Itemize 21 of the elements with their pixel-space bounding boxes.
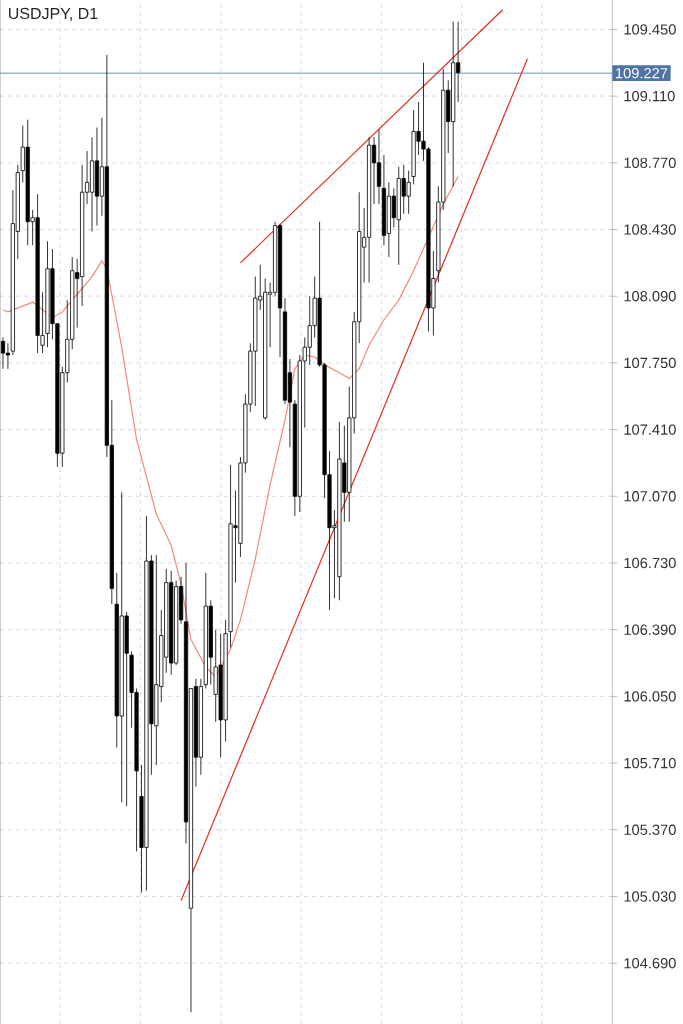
y-tick-label: 104.690 [624,958,676,969]
line-series [2,175,459,678]
y-tick-label: 106.730 [624,557,676,569]
y-tick-label: 108.770 [624,157,676,168]
y-tick-label: 107.750 [624,357,676,369]
candlestick [376,129,382,205]
y-tick-label: 106.050 [624,691,676,702]
y-tick-label: 109.110 [624,90,675,102]
candlestick [5,342,10,370]
y-tick-label: 105.030 [624,891,676,902]
y-tick-label: 107.070 [624,491,676,502]
y-tick-label: 108.430 [624,224,676,235]
y-tick-label: 105.710 [624,757,676,769]
chart-title: USDJPY, D1 [9,7,98,21]
y-tick-label: 108.090 [624,291,676,302]
y-tick-label: 106.390 [624,624,676,635]
y-tick-label: 109.450 [624,24,676,35]
ref-line-label: 109.227 [616,67,668,79]
y-tick-label: 107.410 [624,424,676,435]
candlestick [0,337,6,370]
y-tick-label: 105.370 [624,824,676,835]
